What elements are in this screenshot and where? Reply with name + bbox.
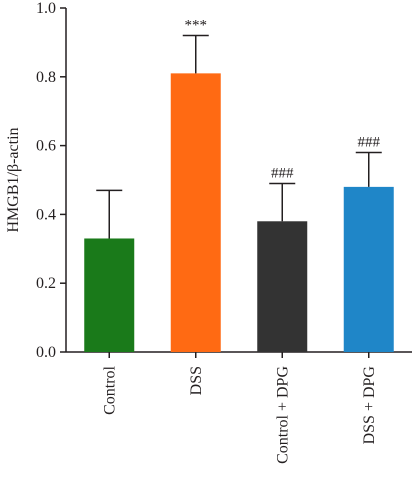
x-tick-label: DSS + DPG [361,366,378,445]
y-tick-label: 0.6 [36,138,56,155]
significance-label: ### [358,134,381,150]
bars [84,73,394,353]
x-tick-label: DSS [188,366,205,395]
bar [170,73,221,353]
y-axis-title: HMGB1/β-actin [5,127,22,232]
y-tick-label: 0.4 [36,206,56,223]
y-tick-label: 0.2 [36,275,56,292]
bar [343,186,394,352]
bar [257,221,308,352]
y-tick-label: 0.8 [36,69,56,86]
error-bars [96,34,382,239]
significance-label: ### [271,165,294,181]
significance-label: *** [185,18,208,34]
y-tick-label: 0.0 [36,344,56,361]
y-tick-label: 1.0 [36,0,56,17]
x-axis: Control DSS Control + DPG DSS + DPG [66,351,412,464]
bar [84,238,135,352]
y-axis: 0.0 0.2 0.4 0.6 0.8 1.0 HMGB1/β-actin [5,0,67,361]
x-tick-labels: Control DSS Control + DPG DSS + DPG [101,352,378,464]
y-ticks: 0.0 0.2 0.4 0.6 0.8 1.0 [36,0,66,361]
x-tick-label: Control [101,365,118,414]
x-tick-label: Control + DPG [274,366,291,464]
significance-labels: *** ### ### [185,18,381,182]
